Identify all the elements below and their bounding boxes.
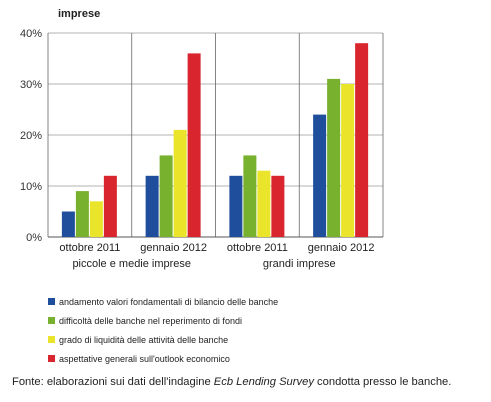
- x-tick-label: gennaio 2012: [140, 242, 207, 254]
- bar: [355, 43, 369, 238]
- x-group-label: piccole e medie imprese: [72, 258, 191, 270]
- bars: [61, 43, 369, 238]
- bar: [187, 53, 201, 238]
- bar: [103, 175, 117, 237]
- legend-swatch: [48, 317, 55, 324]
- source-suffix: condotta presso le banche.: [313, 376, 452, 388]
- y-tick-label: 40%: [20, 28, 42, 40]
- y-tick-label: 10%: [20, 181, 42, 193]
- source-survey-name: Ecb Lending Survey: [213, 376, 314, 388]
- x-tick-label: ottobre 2011: [227, 242, 288, 254]
- legend-item: difficoltà delle banche nel reperimento …: [48, 311, 278, 330]
- legend-item: andamento valori fondamentali di bilanci…: [48, 292, 278, 311]
- legend-item: grado di liquidità delle attività delle …: [48, 330, 278, 349]
- x-group-label: grandi imprese: [263, 258, 336, 270]
- legend-swatch: [48, 298, 55, 305]
- bar: [75, 191, 89, 237]
- legend: andamento valori fondamentali di bilanci…: [48, 292, 278, 368]
- bar: [327, 78, 341, 238]
- y-tick-label: 0%: [26, 232, 42, 244]
- legend-label: aspettative generali sull'outlook econom…: [59, 353, 230, 364]
- bar: [271, 175, 285, 237]
- x-category-labels: ottobre 2011 gennaio 2012 ottobre 2011 genn…: [59, 242, 374, 254]
- y-tick-label: 30%: [20, 79, 42, 91]
- legend-label: grado di liquidità delle attività delle …: [59, 334, 229, 345]
- x-tick-label: gennaio 2012: [308, 242, 375, 254]
- x-tick-label: ottobre 2011: [59, 242, 120, 254]
- x-group-labels: piccole e medie imprese grandi imprese: [72, 258, 335, 270]
- source-note: Fonte: elaborazioni sui dati dell'indagi…: [12, 376, 451, 388]
- bar: [173, 129, 187, 237]
- panel-dividers: [47, 33, 384, 237]
- y-tick-labels: 0% 10% 20% 30% 40%: [20, 28, 42, 244]
- bar: [61, 211, 75, 237]
- source-prefix: Fonte: elaborazioni sui dati dell'indagi…: [12, 376, 214, 388]
- legend-swatch: [48, 355, 55, 362]
- bar: [159, 155, 173, 237]
- legend-label: andamento valori fondamentali di bilanci…: [59, 296, 279, 307]
- legend-swatch: [48, 336, 55, 343]
- bar: [257, 170, 271, 237]
- bar: [89, 201, 103, 237]
- bar: [145, 175, 159, 237]
- y-axis-title: imprese: [58, 8, 100, 20]
- y-tick-label: 20%: [20, 130, 42, 142]
- bar: [313, 114, 327, 237]
- bar: [229, 175, 243, 237]
- chart: imprese 0% 10% 20% 30% 40% ottobre 2011 genna…: [20, 8, 384, 270]
- legend-item: aspettative generali sull'outlook econom…: [48, 349, 278, 368]
- bar: [341, 84, 355, 237]
- legend-label: difficoltà delle banche nel reperimento …: [59, 315, 242, 326]
- bar: [243, 155, 257, 237]
